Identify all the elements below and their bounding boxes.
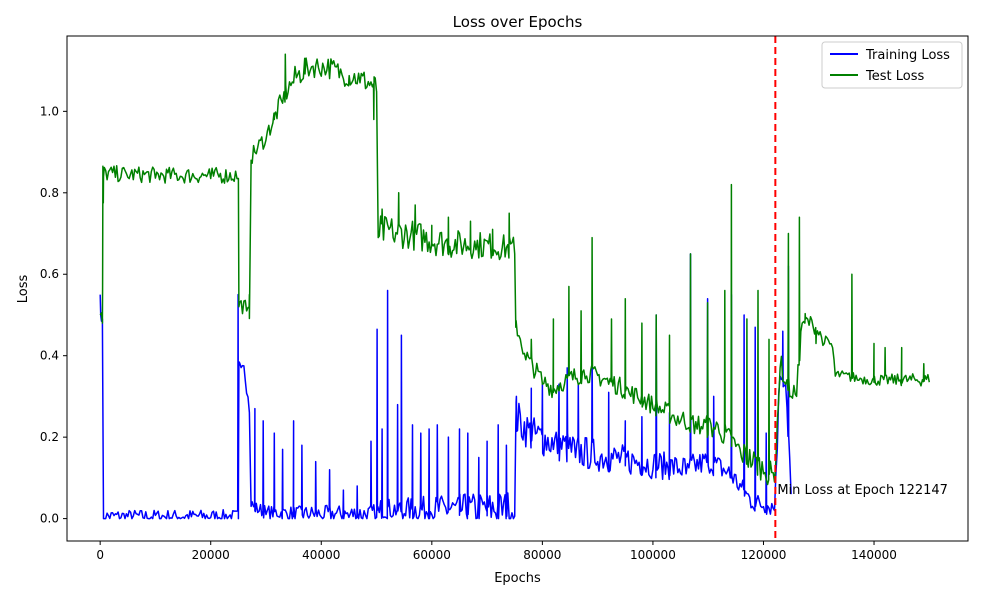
y-tick-label: 0.6 bbox=[40, 267, 59, 281]
x-tick-label: 140000 bbox=[851, 548, 897, 562]
x-tick-label: 120000 bbox=[741, 548, 787, 562]
x-tick-label: 80000 bbox=[523, 548, 561, 562]
y-tick-label: 0.4 bbox=[40, 349, 59, 363]
legend-label-training: Training Loss bbox=[865, 48, 950, 63]
x-axis: 0 20000 40000 60000 80000 100000 120000 140000 bbox=[96, 541, 897, 562]
series-line-training bbox=[99, 253, 792, 520]
series-line-test bbox=[99, 53, 931, 486]
chart-title: Loss over Epochs bbox=[453, 13, 583, 31]
y-tick-label: 0.8 bbox=[40, 186, 59, 200]
x-axis-label: Epochs bbox=[494, 571, 541, 586]
plot-frame bbox=[66, 35, 969, 542]
y-axis-label: Loss bbox=[16, 275, 31, 304]
min-loss-annotation: Min Loss at Epoch 122147 bbox=[777, 483, 948, 498]
y-tick-label: 0.0 bbox=[40, 512, 59, 526]
y-axis: 0.0 0.2 0.4 0.6 0.8 1.0 bbox=[40, 104, 67, 526]
y-tick-label: 1.0 bbox=[40, 104, 59, 118]
x-tick-label: 40000 bbox=[302, 548, 340, 562]
x-tick-label: 100000 bbox=[630, 548, 676, 562]
legend: Training Loss Test Loss bbox=[821, 41, 963, 89]
x-tick-label: 20000 bbox=[192, 548, 230, 562]
y-tick-label: 0.2 bbox=[40, 430, 59, 444]
x-tick-label: 60000 bbox=[413, 548, 451, 562]
plot-area bbox=[99, 36, 931, 541]
legend-label-test: Test Loss bbox=[865, 69, 924, 84]
x-tick-label: 0 bbox=[96, 548, 104, 562]
